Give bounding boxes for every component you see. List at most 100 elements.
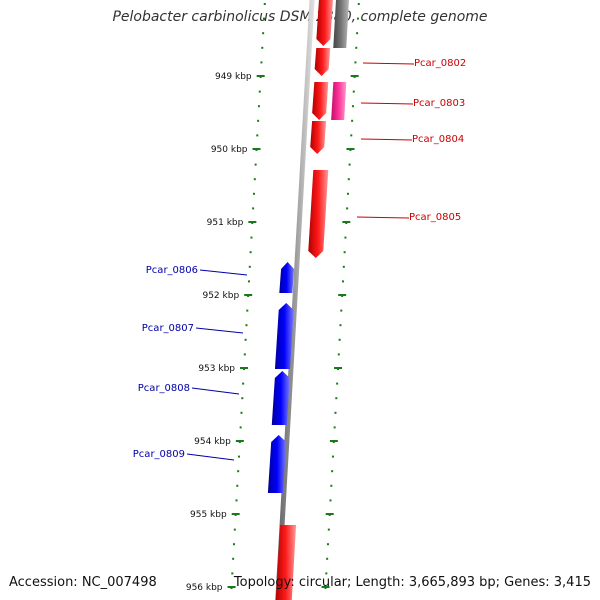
outer-dot [340, 309, 343, 312]
reverse-label-leader [199, 269, 248, 276]
forward-label-leader [360, 138, 413, 141]
reverse-gene-label: Pcar_0807 [142, 323, 194, 334]
reverse-gene-label: Pcar_0809 [133, 449, 185, 460]
forward-gene-partial-bottom [275, 525, 297, 600]
outer-dot [331, 470, 334, 473]
outer-dot [343, 251, 346, 254]
outer-dot [357, 3, 360, 5]
tick-label: 949 kbp [215, 72, 252, 82]
outer-dot [325, 572, 328, 575]
forward-gene-label: Pcar_0805 [409, 212, 461, 223]
inner-dot [257, 105, 260, 108]
outer-dot [339, 324, 342, 327]
reverse-label-leader [191, 387, 240, 395]
reverse-gene-label: Pcar_0806 [146, 265, 198, 276]
outer-dot [338, 338, 341, 341]
reverse-label-leader [195, 327, 244, 334]
forward-gene-label: Pcar_0803 [413, 98, 465, 109]
forward-gene-partial [316, 0, 333, 46]
topology-text: Topology: circular; Length: 3,665,893 bp… [233, 575, 591, 590]
tick-layer: 949 kbp 950 kbp 951 kbp 952 kbp 953 kbp 954 k… [186, 72, 359, 593]
forward-label-leader [362, 62, 415, 65]
inner-dot [245, 324, 248, 327]
inner-dot [236, 484, 239, 487]
inner-dot [263, 3, 266, 5]
tick-label: 951 kbp [207, 218, 244, 228]
inner-dot [254, 163, 257, 166]
tick-label: 956 kbp [186, 583, 223, 593]
outer-dot [356, 17, 359, 20]
outer-dot [331, 455, 334, 458]
outer-dot [337, 353, 340, 356]
forward-gene-0805 [308, 170, 329, 258]
backbone-layer [275, 0, 315, 600]
reverse-label-leader [186, 453, 235, 461]
forward-label-leader [356, 216, 410, 219]
forward-gene-0802 [314, 48, 331, 76]
outer-dot [329, 499, 332, 502]
inner-dot [253, 178, 256, 181]
inner-dot [237, 455, 240, 458]
inner-dot [243, 353, 246, 356]
tick-label: 954 kbp [194, 437, 231, 447]
outer-dot [330, 484, 333, 487]
inner-dot [235, 499, 238, 502]
inner-dot [257, 119, 260, 122]
outer-dot [354, 61, 357, 64]
outer-dot [344, 236, 347, 239]
outer-dot [334, 411, 337, 414]
inner-dot [240, 411, 243, 414]
reverse-gene-0808 [271, 371, 290, 425]
inner-dot [231, 572, 234, 575]
outer-dot [351, 105, 354, 108]
outer-dot [336, 382, 339, 385]
tick-label: 950 kbp [211, 145, 248, 155]
forward-gene-label: Pcar_0804 [412, 134, 464, 145]
tick-label: 952 kbp [202, 291, 239, 301]
inner-dot [250, 236, 253, 239]
inner-dot [246, 309, 249, 312]
inner-dot [249, 251, 252, 254]
outer-dot [350, 134, 353, 137]
outer-dot [356, 32, 359, 35]
reverse-gene-0809 [267, 435, 287, 493]
reverse-gene-0807 [274, 303, 294, 369]
inner-dot [252, 192, 255, 195]
tick-label: 955 kbp [190, 510, 227, 520]
genome-backbone [275, 0, 315, 600]
inner-dot [244, 338, 247, 341]
outer-dot [341, 280, 344, 283]
outer-dot [348, 163, 351, 166]
inner-dot [232, 557, 235, 560]
outer-dot [347, 178, 350, 181]
outer-dot [352, 90, 355, 93]
reverse-gene-label: Pcar_0808 [138, 383, 190, 394]
inner-dot [233, 528, 236, 531]
inner-dot [239, 426, 242, 429]
rna-gene-0803 [331, 82, 347, 120]
inner-dot [260, 61, 263, 64]
inner-dot [256, 134, 259, 137]
outer-dot [335, 397, 338, 400]
inner-dot [262, 32, 265, 35]
inner-dot [261, 46, 264, 49]
inner-dot [247, 280, 250, 283]
tick-label: 953 kbp [198, 364, 235, 374]
inner-dot [232, 543, 235, 546]
outer-dot [342, 265, 345, 268]
map-title: Pelobacter carbinolicus DSM 2380, comple… [112, 9, 488, 25]
inner-dot [242, 382, 245, 385]
outer-dot [351, 119, 354, 122]
other-feature-grey [333, 0, 350, 48]
outer-dot [333, 426, 336, 429]
outer-dot [355, 46, 358, 49]
outer-dot [327, 528, 330, 531]
forward-gene-0804 [310, 121, 327, 154]
feature-layer [267, 0, 350, 600]
inner-dot [258, 90, 261, 93]
outer-dot [346, 207, 349, 210]
reverse-gene-0806 [279, 262, 295, 293]
forward-gene-label: Pcar_0802 [414, 58, 466, 69]
inner-dot [237, 470, 240, 473]
